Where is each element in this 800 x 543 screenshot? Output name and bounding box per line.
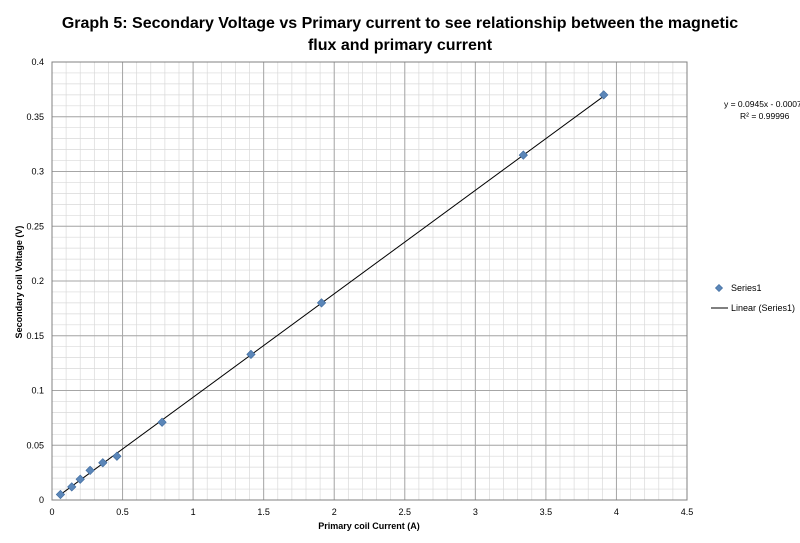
x-tick-label: 3 [473,507,478,517]
data-point [246,349,256,359]
chart-title-line-2: flux and primary current [308,37,493,54]
x-tick-label: 3.5 [540,507,553,517]
x-tick-label: 4.5 [681,507,694,517]
y-tick-label: 0.3 [31,167,44,177]
y-tick-label: 0.35 [26,112,44,122]
x-tick-label: 4 [614,507,619,517]
tick-labels: 0 0.5 1 1.5 2 2.5 3 3.5 4 4.5 0 0.05 0.1 0.15 0.2 0.25 0… [26,57,693,517]
data-point [112,451,122,461]
data-point [98,458,108,468]
y-tick-label: 0.05 [26,440,44,450]
trendline [60,95,605,495]
data-point [75,474,85,484]
plot-area-frame [51,61,688,501]
x-tick-label: 2.5 [399,507,412,517]
trendline-equation: y = 0.0945x - 0.0007 [724,99,800,109]
data-point [157,417,167,427]
data-point [518,150,528,160]
y-tick-label: 0 [39,495,44,505]
x-axis-title: Primary coil Current (A) [318,521,420,531]
trendline-r-squared: R² = 0.99996 [740,111,790,121]
legend-series1-marker [714,283,724,293]
data-points [55,90,609,500]
x-tick-label: 2 [332,507,337,517]
data-point [55,489,66,500]
y-tick-label: 0.15 [26,331,44,341]
x-tick-label: 0.5 [116,507,129,517]
y-tick-label: 0.1 [31,386,44,396]
data-point [316,298,327,308]
y-tick-label: 0.25 [26,221,44,231]
legend: Series1 Linear (Series1) [711,283,795,313]
x-tick-label: 0 [49,507,54,517]
grid [51,61,688,501]
y-tick-label: 0.2 [31,276,44,286]
chart-title-line-1: Graph 5: Secondary Voltage vs Primary cu… [62,15,738,32]
y-tick-label: 0.4 [31,57,44,67]
data-point [85,465,95,476]
data-point [67,482,77,492]
x-tick-label: 1.5 [257,507,270,517]
legend-series1-label: Series1 [731,283,762,293]
legend-trendline-label: Linear (Series1) [731,303,795,313]
data-point [599,90,609,100]
x-tick-label: 1 [191,507,196,517]
trendline-path [60,95,605,495]
y-axis-title: Secondary coil Voltage (V) [14,226,24,339]
